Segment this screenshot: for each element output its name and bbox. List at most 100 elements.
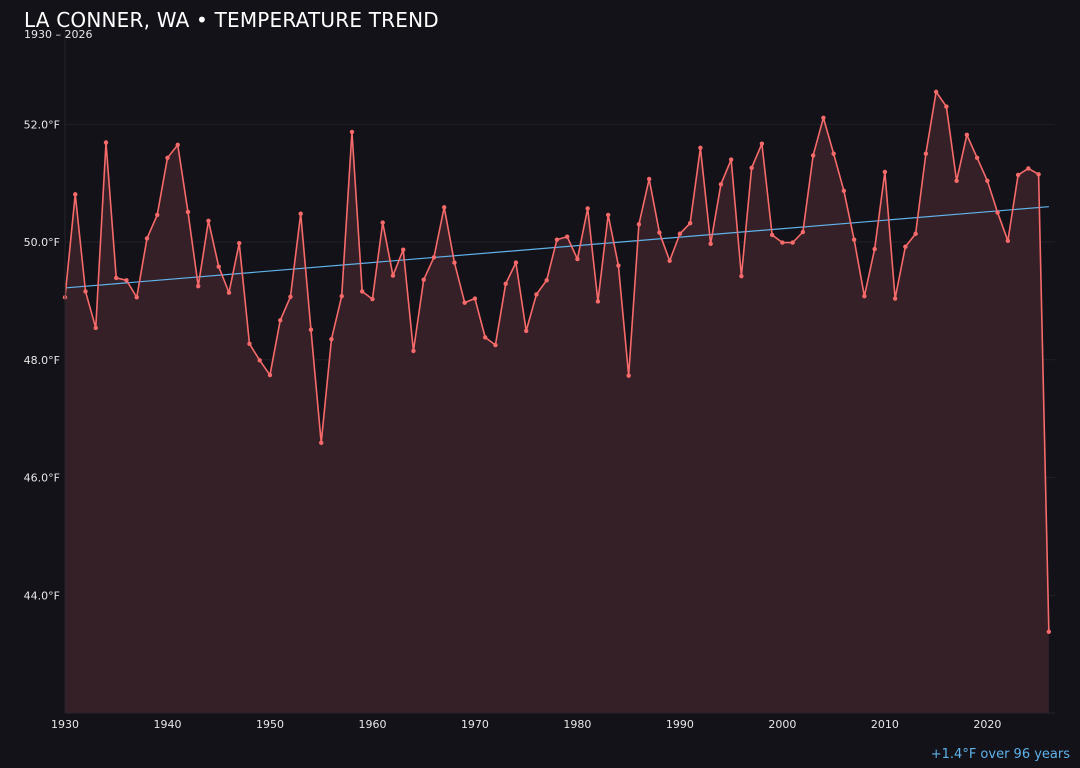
data-point: [360, 289, 365, 294]
data-point: [513, 260, 519, 265]
data-point: [974, 155, 980, 161]
data-point: [698, 145, 703, 151]
data-point: [493, 342, 498, 348]
data-point: [431, 255, 437, 260]
data-point: [872, 246, 877, 252]
data-point: [93, 325, 98, 331]
data-point: [964, 132, 970, 138]
data-point: [339, 293, 344, 299]
data-point: [677, 231, 683, 236]
data-point: [862, 293, 867, 299]
data-point: [841, 188, 847, 193]
data-point: [452, 260, 457, 265]
data-point: [124, 278, 129, 283]
data-point: [708, 241, 713, 246]
data-point: [790, 240, 795, 245]
data-point: [821, 115, 826, 120]
trend-line-group: [64, 206, 1049, 289]
y-tick-label: 52.0°F: [24, 118, 60, 131]
x-tick-label: 1990: [666, 718, 694, 731]
data-point: [83, 289, 88, 294]
data-point: [728, 157, 734, 162]
data-point: [800, 229, 806, 235]
data-point: [319, 440, 324, 445]
x-tick-label: 2020: [973, 718, 1001, 731]
data-point: [216, 264, 221, 269]
data-point: [903, 244, 908, 249]
data-point: [954, 178, 959, 183]
data-point: [349, 129, 355, 135]
data-point: [1036, 172, 1041, 177]
data-point: [923, 151, 929, 156]
data-point: [298, 211, 303, 216]
y-axis-tick-labels: 44.0°F 46.0°F 48.0°F 50.0°F 52.0°F: [24, 118, 60, 602]
data-point: [851, 237, 857, 242]
x-tick-label: 1940: [153, 718, 181, 731]
x-tick-label: 1960: [358, 718, 386, 731]
data-point: [503, 281, 508, 287]
data-point: [380, 220, 385, 225]
data-point: [1026, 166, 1031, 171]
data-point: [114, 275, 119, 281]
data-point: [206, 218, 211, 224]
data-point: [329, 336, 334, 342]
data-point: [605, 212, 611, 218]
data-point: [257, 358, 262, 363]
data-point: [165, 155, 170, 161]
data-point: [831, 151, 836, 156]
y-tick-label: 50.0°F: [24, 236, 60, 249]
x-axis-tick-labels: 1930 1940 1950 1960 1970 1980 1990 2000 2010 2020: [51, 718, 1001, 731]
data-point: [226, 290, 232, 295]
temperature-area-fill: [65, 91, 1049, 714]
data-point: [185, 209, 191, 215]
data-point: [687, 220, 693, 226]
data-point: [759, 141, 765, 146]
data-point: [134, 295, 139, 300]
data-point: [462, 300, 467, 305]
data-point: [523, 328, 529, 334]
data-point: [626, 373, 631, 378]
data-point: [739, 273, 744, 279]
data-point: [646, 176, 652, 182]
area-fill-group: [65, 91, 1049, 714]
data-point: [247, 341, 252, 347]
x-tick-label: 1970: [461, 718, 489, 731]
data-point: [882, 169, 888, 175]
data-point: [718, 182, 724, 187]
data-point: [401, 247, 406, 252]
x-tick-label: 1930: [51, 718, 79, 731]
trend-line: [64, 206, 1049, 289]
data-point: [370, 296, 375, 302]
data-point: [411, 348, 416, 354]
y-tick-label: 46.0°F: [24, 472, 60, 485]
data-point: [196, 283, 201, 289]
x-tick-label: 2010: [871, 718, 899, 731]
data-point: [441, 205, 447, 210]
chart-subtitle: 1930 – 2026: [24, 28, 93, 41]
data-points: [62, 89, 1052, 634]
data-point: [103, 140, 109, 145]
data-point: [995, 210, 1000, 215]
data-point: [278, 318, 283, 323]
chart-title: LA CONNER, WA • TEMPERATURE TREND: [24, 8, 439, 32]
data-point: [944, 104, 949, 109]
data-point: [472, 296, 478, 301]
data-point: [288, 294, 293, 299]
data-point: [780, 240, 785, 245]
data-point: [267, 372, 273, 378]
axes: [64, 33, 1055, 714]
x-tick-label: 1980: [563, 718, 591, 731]
data-point: [810, 153, 816, 158]
data-point: [933, 89, 939, 95]
data-point: [769, 232, 775, 238]
data-point: [1046, 629, 1052, 634]
x-tick-label: 2000: [768, 718, 796, 731]
data-point: [308, 327, 314, 332]
data-point: [913, 231, 918, 236]
y-tick-label: 44.0°F: [24, 589, 60, 602]
data-point: [585, 206, 590, 211]
y-tick-label: 48.0°F: [24, 354, 60, 367]
data-point: [575, 256, 580, 262]
data-point: [390, 273, 396, 278]
